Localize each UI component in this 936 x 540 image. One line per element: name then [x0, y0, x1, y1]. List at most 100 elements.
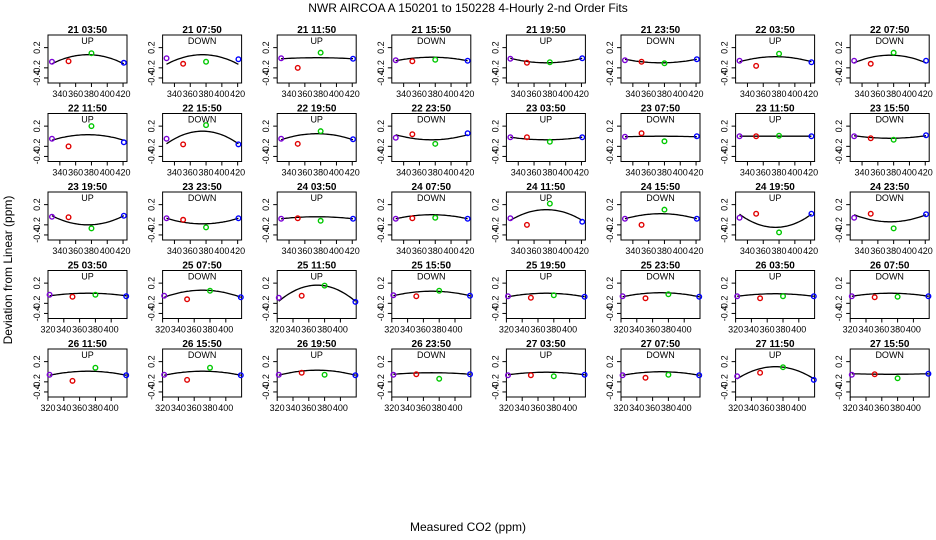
x-tick-label: 420	[459, 89, 474, 99]
panel-direction: DOWN	[417, 350, 446, 360]
panel-title: 25 11:50	[297, 261, 336, 272]
panel-direction: DOWN	[875, 36, 904, 46]
y-tick-label: -0.4	[32, 227, 42, 243]
x-tick-label: 360	[301, 325, 316, 335]
data-point	[409, 215, 416, 222]
data-point	[278, 215, 285, 222]
data-point	[579, 55, 586, 62]
y-tick-label: -0.2	[834, 139, 844, 155]
fit-curve	[624, 58, 697, 64]
plot-frame	[505, 34, 586, 84]
panel-title: 23 07:50	[641, 104, 681, 115]
data-point	[923, 57, 930, 64]
panel-direction: DOWN	[875, 115, 904, 125]
plot-frame	[849, 191, 930, 241]
x-tick-label: 420	[918, 246, 933, 256]
data-point	[851, 214, 858, 221]
panel-direction: UP	[81, 36, 94, 46]
x-tick-label: 360	[72, 403, 87, 413]
data-point	[432, 56, 439, 63]
y-tick-label: 0.2	[490, 355, 500, 368]
x-tick-label: 400	[677, 325, 692, 335]
fit-curve	[166, 217, 239, 225]
x-tick-label: 400	[100, 168, 115, 178]
data-point	[619, 372, 626, 379]
x-tick-label: 340	[858, 325, 873, 335]
x-tick-label: 400	[902, 168, 917, 178]
data-point	[619, 293, 626, 300]
x-tick-label: 340	[171, 325, 186, 335]
x-tick-label: 420	[230, 89, 245, 99]
data-point	[278, 55, 285, 62]
fit-curve	[622, 292, 700, 298]
panel-title: 22 03:50	[755, 25, 795, 36]
fit-curve	[166, 54, 239, 65]
data-point	[504, 293, 511, 300]
fit-curve	[51, 134, 125, 141]
x-tick-label: 380	[199, 89, 214, 99]
panel-title: 25 23:50	[641, 261, 681, 272]
data-point	[776, 132, 783, 139]
x-tick-label: 400	[673, 246, 688, 256]
panel-title: 22 11:50	[68, 104, 107, 115]
y-tick-label: 0.2	[605, 277, 615, 290]
data-point	[550, 373, 557, 380]
data-point	[467, 292, 474, 299]
x-tick-label: 400	[558, 89, 573, 99]
panel-direction: UP	[769, 193, 782, 203]
panel-title: 26 07:50	[870, 261, 910, 272]
x-tick-label: 340	[285, 403, 300, 413]
data-point	[546, 200, 553, 207]
y-tick-label: -0.4	[834, 384, 844, 400]
y-tick-label: 0.2	[834, 120, 844, 133]
data-point	[46, 291, 53, 298]
x-tick-label: 320	[40, 403, 55, 413]
y-tick-label: 0.2	[261, 198, 271, 211]
fit-curve	[510, 57, 583, 64]
x-tick-label: 400	[333, 325, 348, 335]
x-tick-label: 340	[400, 325, 415, 335]
data-point	[661, 138, 668, 145]
panel-direction: DOWN	[646, 36, 675, 46]
x-tick-label: 420	[345, 89, 360, 99]
y-tick-label: 0.2	[261, 355, 271, 368]
x-tick-label: 320	[40, 325, 55, 335]
y-tick-label: -0.2	[147, 296, 157, 312]
y-tick-label: 0.2	[720, 355, 730, 368]
y-tick-label: -0.4	[261, 227, 271, 243]
panel-title: 27 07:50	[641, 339, 681, 350]
x-tick-label: 340	[285, 325, 300, 335]
y-tick-label: -0.4	[261, 384, 271, 400]
y-tick-label: 0.2	[834, 355, 844, 368]
panel-direction: DOWN	[875, 193, 904, 203]
data-point	[867, 210, 874, 217]
panel-direction: DOWN	[188, 350, 217, 360]
x-tick-label: 420	[689, 246, 704, 256]
x-tick-label: 380	[84, 246, 99, 256]
y-tick-label: -0.4	[605, 384, 615, 400]
y-tick-label: -0.4	[32, 149, 42, 165]
data-point	[736, 214, 743, 221]
y-tick-label: -0.2	[490, 217, 500, 233]
x-tick-label: 340	[511, 89, 526, 99]
data-point	[736, 57, 743, 64]
x-tick-label: 400	[906, 403, 921, 413]
data-point	[780, 364, 787, 371]
panel-direction: UP	[540, 350, 553, 360]
data-point	[661, 60, 668, 67]
x-tick-label: 380	[890, 325, 905, 335]
x-tick-label: 400	[100, 246, 115, 256]
x-tick-label: 340	[744, 325, 759, 335]
data-point	[546, 138, 553, 145]
y-tick-label: 0.2	[834, 198, 844, 211]
data-point	[278, 135, 285, 142]
data-point	[392, 215, 399, 222]
panel-direction: UP	[540, 272, 553, 282]
data-point	[390, 292, 397, 299]
x-tick-label: 380	[313, 168, 328, 178]
